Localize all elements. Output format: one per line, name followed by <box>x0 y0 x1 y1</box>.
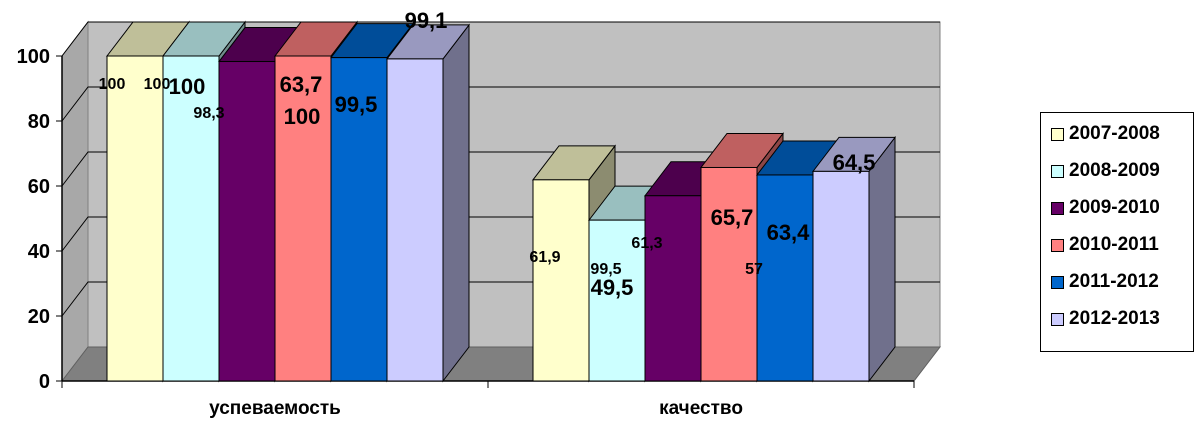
bar-front <box>330 57 388 382</box>
legend-swatch <box>1051 238 1064 252</box>
data-label: 100 <box>99 76 126 93</box>
data-label: 99,5 <box>335 92 378 117</box>
gridline <box>61 86 940 122</box>
legend-item: 2010-2011 <box>1051 234 1159 255</box>
bar-front <box>162 55 220 382</box>
bar-front <box>386 58 444 382</box>
y-tick-label: 40 <box>28 241 50 263</box>
legend: 2007-2008 2008-2009 2009-2010 2010-2011 2011… <box>1040 112 1194 352</box>
category-label: качество <box>659 398 743 419</box>
legend-item: 2012-2013 <box>1051 308 1160 329</box>
bar <box>385 23 471 383</box>
bar-front <box>532 179 590 382</box>
data-label: 99,5 <box>590 261 621 278</box>
data-label: 49,5 <box>591 275 634 300</box>
data-label: 100 <box>169 74 206 99</box>
legend-label: 2009-2010 <box>1069 197 1160 218</box>
legend-label: 2010-2011 <box>1069 234 1159 255</box>
category-label: успеваемость <box>209 398 341 419</box>
chart-side-wall <box>61 20 89 383</box>
data-label: 61,3 <box>631 235 662 252</box>
data-label: 100 <box>284 104 321 129</box>
y-tick-label: 80 <box>28 111 50 133</box>
legend-label: 2011-2012 <box>1069 271 1159 292</box>
y-tick-label: 20 <box>28 306 50 328</box>
gridline <box>61 151 940 187</box>
data-label: 65,7 <box>711 205 754 230</box>
data-label: 100 <box>144 76 171 93</box>
legend-label: 2012-2013 <box>1069 308 1160 329</box>
bar-front <box>756 174 814 382</box>
data-label: 63,4 <box>767 220 811 245</box>
y-tick-label: 60 <box>28 176 50 198</box>
data-label: 61,9 <box>529 249 560 266</box>
bar-front <box>700 166 758 382</box>
y-tick-label: 0 <box>39 371 50 393</box>
legend-label: 2007-2008 <box>1069 123 1160 144</box>
data-label: 99,1 <box>405 8 448 33</box>
bar-front <box>274 55 332 382</box>
legend-swatch <box>1051 312 1064 326</box>
gridline <box>61 21 940 57</box>
legend-swatch <box>1051 201 1064 215</box>
legend-label: 2008-2009 <box>1069 160 1160 181</box>
bar-front <box>106 55 164 382</box>
y-tick-label: 100 <box>17 46 50 68</box>
bar-front <box>218 61 276 382</box>
legend-item: 2008-2009 <box>1051 160 1160 181</box>
legend-item: 2009-2010 <box>1051 197 1160 218</box>
bar-side <box>442 23 470 383</box>
data-label: 64,5 <box>833 150 876 175</box>
bar <box>811 135 897 383</box>
legend-item: 2011-2012 <box>1051 271 1159 292</box>
data-label: 57 <box>745 261 763 278</box>
bar-front <box>588 219 646 382</box>
legend-swatch <box>1051 127 1064 141</box>
data-label: 98,3 <box>193 105 224 122</box>
legend-swatch <box>1051 164 1064 178</box>
legend-item: 2007-2008 <box>1051 123 1160 144</box>
legend-swatch <box>1051 275 1064 289</box>
data-label: 63,7 <box>280 72 323 97</box>
bar-front <box>644 195 702 382</box>
bar-front <box>812 170 870 382</box>
